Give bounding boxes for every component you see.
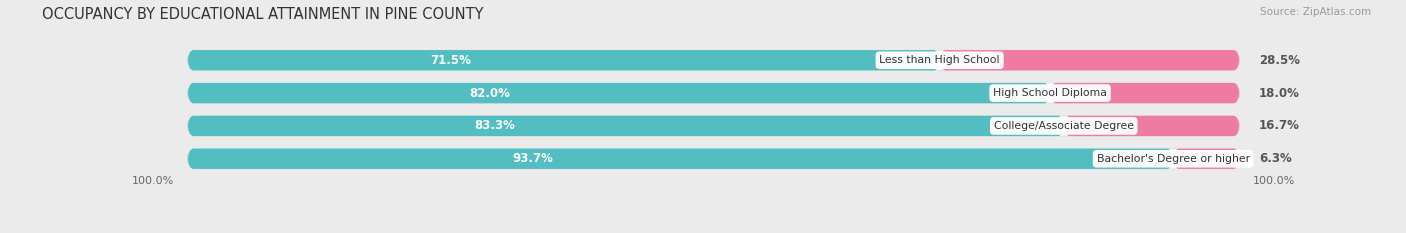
FancyBboxPatch shape — [1173, 149, 1240, 169]
FancyBboxPatch shape — [188, 149, 1173, 169]
Text: 100.0%: 100.0% — [1253, 176, 1295, 186]
Text: 71.5%: 71.5% — [430, 54, 471, 67]
FancyBboxPatch shape — [188, 116, 1064, 136]
Text: Less than High School: Less than High School — [879, 55, 1000, 65]
FancyBboxPatch shape — [1064, 116, 1240, 136]
Text: 18.0%: 18.0% — [1260, 87, 1301, 99]
Text: College/Associate Degree: College/Associate Degree — [994, 121, 1133, 131]
Text: 28.5%: 28.5% — [1260, 54, 1301, 67]
FancyBboxPatch shape — [188, 83, 1050, 103]
FancyBboxPatch shape — [939, 50, 1239, 70]
Text: 100.0%: 100.0% — [132, 176, 174, 186]
Text: 93.7%: 93.7% — [512, 152, 553, 165]
FancyBboxPatch shape — [188, 50, 939, 70]
Text: 82.0%: 82.0% — [470, 87, 510, 99]
Text: High School Diploma: High School Diploma — [993, 88, 1107, 98]
Text: Bachelor's Degree or higher: Bachelor's Degree or higher — [1097, 154, 1250, 164]
Text: 6.3%: 6.3% — [1260, 152, 1292, 165]
FancyBboxPatch shape — [188, 83, 1240, 103]
FancyBboxPatch shape — [188, 116, 1240, 136]
Text: 16.7%: 16.7% — [1260, 120, 1301, 132]
FancyBboxPatch shape — [188, 50, 1240, 70]
Text: Source: ZipAtlas.com: Source: ZipAtlas.com — [1260, 7, 1371, 17]
Text: 83.3%: 83.3% — [474, 120, 515, 132]
FancyBboxPatch shape — [1050, 83, 1240, 103]
FancyBboxPatch shape — [188, 149, 1240, 169]
Text: OCCUPANCY BY EDUCATIONAL ATTAINMENT IN PINE COUNTY: OCCUPANCY BY EDUCATIONAL ATTAINMENT IN P… — [42, 7, 484, 22]
